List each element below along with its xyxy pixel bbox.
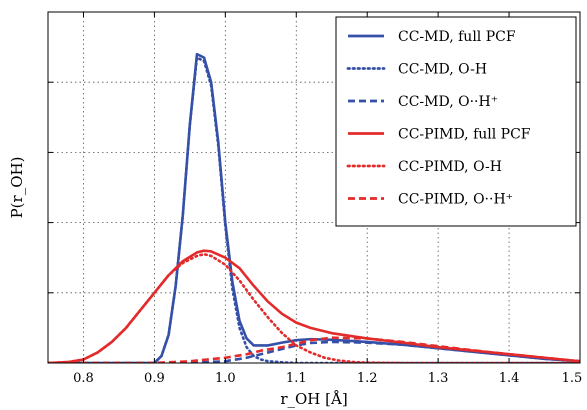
x-tick-labels: 0.8 0.9 1.0 1.1 1.2 1.3 1.4 1.5 (73, 371, 582, 386)
x-tick-label-0: 0.8 (73, 371, 94, 386)
y-axis-label: P(r_OH) (8, 157, 26, 219)
legend-label-5: CC-PIMD, O··H⁺ (398, 192, 513, 208)
x-tick-label-5: 1.3 (428, 371, 449, 386)
legend-label-4: CC-PIMD, O-H (398, 159, 502, 175)
series-line-5 (48, 336, 580, 363)
series-line-3 (48, 249, 580, 363)
x-tick-label-3: 1.1 (286, 371, 307, 386)
legend-label-1: CC-MD, O-H (398, 62, 487, 78)
x-tick-label-4: 1.2 (357, 371, 378, 386)
x-tick-label-2: 1.0 (215, 371, 236, 386)
plot-frame (47, 11, 581, 364)
legend-label-2: CC-MD, O··H⁺ (398, 94, 498, 110)
legend-label-3: CC-PIMD, full PCF (398, 127, 531, 143)
x-tick-label-6: 1.4 (499, 371, 520, 386)
x-tick-label-7: 1.5 (562, 371, 583, 386)
legend: CC-MD, full PCF CC-MD, O-H CC-MD, O··H⁺ CC-… (335, 16, 577, 227)
series-line-4 (48, 252, 580, 363)
x-tick-label-1: 0.9 (144, 371, 165, 386)
legend-label-0: CC-MD, full PCF (398, 29, 516, 45)
x-axis-label: r_OH [Å] (280, 390, 347, 408)
ticks (48, 12, 581, 363)
legend-box (335, 16, 577, 227)
